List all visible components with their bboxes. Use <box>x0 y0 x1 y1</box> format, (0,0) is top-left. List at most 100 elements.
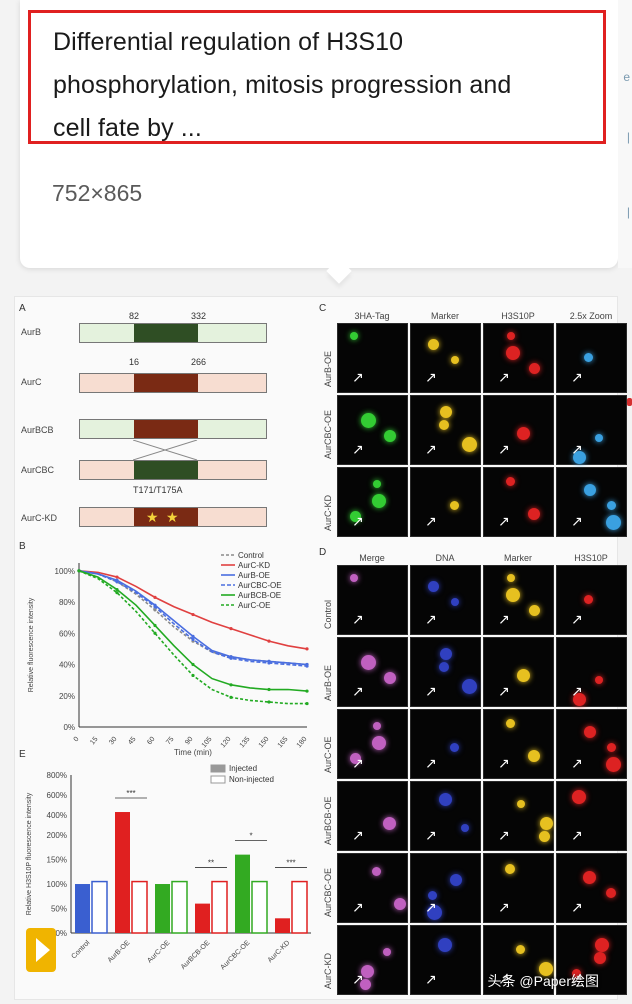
arrow-icon: ↗ <box>352 971 364 987</box>
data-point <box>115 580 119 584</box>
arrow-icon: ↗ <box>352 755 364 771</box>
image-title-link[interactable]: Differential regulation of H3S10 phospho… <box>28 10 606 144</box>
x-tick-label: 60 <box>146 736 156 747</box>
legend-swatch <box>210 764 226 773</box>
panel-b-label: B <box>19 541 26 552</box>
panel-e-label: E <box>19 749 26 760</box>
micrograph-cell: ↗ <box>337 709 408 779</box>
column-header: H3S10P <box>501 311 535 321</box>
fluorescent-signal <box>428 581 439 592</box>
kinase-domain <box>134 374 198 392</box>
micrograph-cell: ↗ <box>483 323 554 393</box>
bar-injected <box>275 918 290 933</box>
micrograph-cell: ↗ <box>410 853 481 923</box>
fluorescent-signal <box>583 871 596 884</box>
star-icon: ★ <box>166 509 179 525</box>
y-tick-label: 0% <box>63 723 75 732</box>
x-tick-label: 15 <box>89 736 99 747</box>
arrow-icon: ↗ <box>425 611 437 627</box>
fluorescent-signal <box>462 679 477 694</box>
arrow-icon: ↗ <box>498 827 510 843</box>
fluorescent-signal <box>606 757 621 772</box>
edge-mark-2: | <box>626 130 630 144</box>
fluorescent-signal <box>505 864 515 874</box>
arrow-icon: ↗ <box>571 683 583 699</box>
arrow-icon: ↗ <box>571 899 583 915</box>
column-header: Marker <box>430 311 459 321</box>
row-name-aurcbc: AurCBC <box>21 465 55 475</box>
significance-mark: *** <box>126 789 135 798</box>
fluorescent-signal <box>461 824 469 832</box>
bar-injected <box>155 884 170 933</box>
x-tick-label: AurCBC-OE <box>220 939 252 971</box>
x-tick-label: AurBCB-OE <box>180 939 212 971</box>
fluorescent-signal <box>361 413 376 428</box>
micrograph-cell: ↗ <box>556 709 627 779</box>
fluorescent-signal <box>573 451 586 464</box>
fluorescent-signal <box>595 676 603 684</box>
x-tick-label: 165 <box>277 736 290 750</box>
fluorescent-signal <box>595 434 603 442</box>
row-name-aurbcb: AurBCB <box>21 425 54 435</box>
figure-image[interactable]: A 82 332 AurB 16 266 AurC AurBCB AurCBC … <box>14 296 627 1000</box>
fluorescent-signal <box>594 952 606 964</box>
bar-injected <box>235 854 250 933</box>
column-header: 2.5x Zoom <box>569 311 613 321</box>
significance-mark: *** <box>286 859 295 868</box>
arrow-icon: ↗ <box>498 683 510 699</box>
micrograph-cell: ↗ <box>556 323 627 393</box>
arrow-icon: ↗ <box>571 513 583 529</box>
data-point <box>229 683 233 687</box>
micrograph-cell: ↗ <box>410 637 481 707</box>
micrograph-cell: ↗ <box>337 637 408 707</box>
row-label: AurB-OE <box>323 664 333 701</box>
arrow-icon: ↗ <box>571 611 583 627</box>
row-label: AurC-KD <box>323 952 333 989</box>
arrow-icon: ↗ <box>352 513 364 529</box>
fluorescent-signal <box>384 672 396 684</box>
bar-injected <box>195 903 210 933</box>
arrow-icon: ↗ <box>352 683 364 699</box>
fluorescent-signal <box>540 817 553 830</box>
data-point <box>191 673 195 678</box>
micrograph-cell: ↗ <box>483 709 554 779</box>
x-tick-label: 45 <box>127 736 137 747</box>
legend-label: Control <box>238 551 264 560</box>
bar-non-injected <box>251 880 268 934</box>
x-tick-label: 30 <box>108 736 118 747</box>
arrow-icon: ↗ <box>498 899 510 915</box>
legend-label: AurC-KD <box>238 561 270 570</box>
data-point <box>115 587 119 592</box>
micrograph-cell: ↗ <box>556 395 627 465</box>
micrograph-cell: ↗ <box>483 467 554 537</box>
fluorescent-signal <box>507 332 515 340</box>
bar-chart: 0% 50% 100% 150% 200% 400% 600% 800% Relative H3… <box>26 764 311 971</box>
x-tick-label: 135 <box>239 736 252 750</box>
image-dimensions: 752×865 <box>52 180 143 206</box>
fluorescent-signal <box>439 662 449 672</box>
edge-mark-1: e <box>623 70 630 84</box>
star-icon: ★ <box>146 509 159 525</box>
column-header: 3HA-Tag <box>354 311 390 321</box>
x-tick-label: AurB-OE <box>107 939 132 964</box>
arrow-icon: ↗ <box>425 755 437 771</box>
arrow-icon: ↗ <box>425 899 437 915</box>
micrograph-cell: ↗ <box>337 925 408 995</box>
fluorescent-signal <box>373 722 381 730</box>
data-point <box>77 569 81 573</box>
y-tick-label: 800% <box>47 771 67 780</box>
data-point <box>305 647 309 651</box>
micrograph-cell: ↗ <box>483 395 554 465</box>
bar-non-injected <box>91 880 108 934</box>
legend-label: AurB-OE <box>238 571 270 580</box>
micrograph-cell: ↗ <box>556 565 627 635</box>
arrow-icon: ↗ <box>498 611 510 627</box>
y-tick-label: 80% <box>59 598 75 607</box>
bar-injected <box>75 884 90 933</box>
fluorescent-signal <box>439 420 449 430</box>
panel-c-label: C <box>319 303 327 314</box>
fluorescent-signal <box>350 753 361 764</box>
data-point <box>267 639 271 643</box>
edge-mark-3: | <box>626 205 630 219</box>
x-tick-label: 120 <box>220 736 233 750</box>
